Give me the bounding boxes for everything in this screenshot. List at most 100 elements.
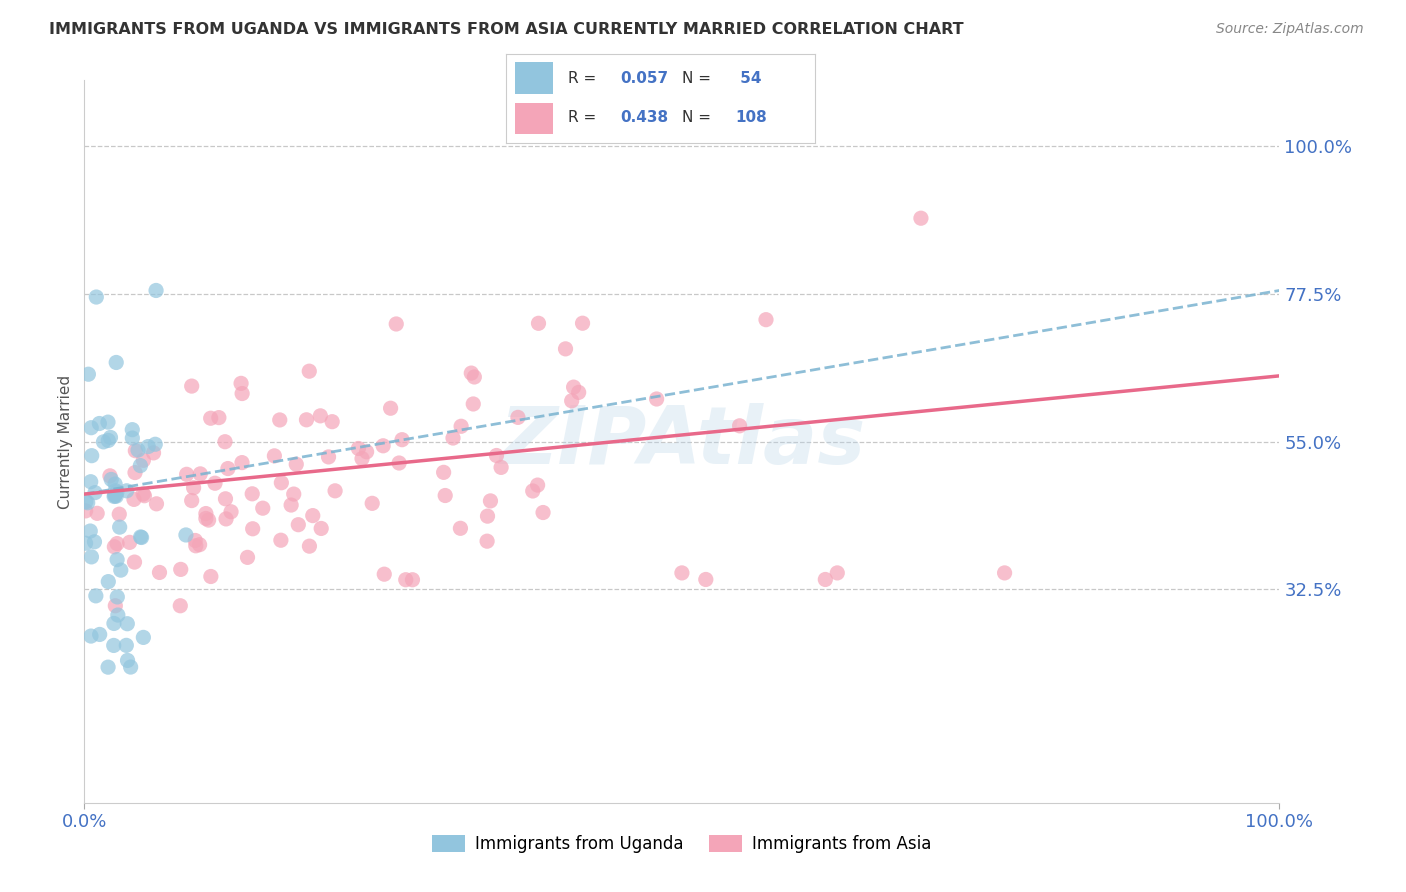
Point xyxy=(270,533,292,548)
Bar xyxy=(516,62,553,94)
Point xyxy=(132,631,155,645)
Bar xyxy=(516,103,553,134)
Y-axis label: Currently Married: Currently Married xyxy=(58,375,73,508)
Text: 108: 108 xyxy=(735,111,766,125)
Point xyxy=(252,501,274,516)
Point xyxy=(385,317,408,331)
Point xyxy=(347,442,370,456)
Point xyxy=(298,364,321,378)
Point xyxy=(441,431,464,445)
Point xyxy=(75,494,97,508)
Point xyxy=(127,443,149,458)
Point xyxy=(104,488,127,502)
Point xyxy=(194,507,217,521)
Point xyxy=(373,567,395,582)
Point xyxy=(645,392,668,406)
Point xyxy=(174,528,197,542)
Point xyxy=(463,397,485,411)
Point xyxy=(380,401,402,416)
Point xyxy=(93,434,115,449)
Point xyxy=(388,456,411,470)
Point xyxy=(280,498,302,512)
Point xyxy=(176,467,198,482)
Point xyxy=(309,409,332,423)
Point xyxy=(97,574,120,589)
Point xyxy=(287,517,309,532)
Point xyxy=(103,616,125,631)
Point xyxy=(142,446,165,460)
Point xyxy=(97,660,120,674)
Point xyxy=(263,449,285,463)
Point xyxy=(215,512,238,526)
Point xyxy=(76,496,98,510)
Point xyxy=(104,477,127,491)
Point xyxy=(104,599,127,613)
Point xyxy=(527,316,550,330)
Point xyxy=(197,513,219,527)
Point xyxy=(115,483,138,498)
Point xyxy=(522,483,544,498)
Point xyxy=(475,534,498,549)
Point xyxy=(373,439,395,453)
Point xyxy=(270,475,292,490)
Point xyxy=(136,440,159,454)
Point xyxy=(323,483,346,498)
Point xyxy=(86,506,108,520)
Text: ZIPAtlas: ZIPAtlas xyxy=(499,402,865,481)
Point xyxy=(208,410,231,425)
Point xyxy=(571,316,593,330)
Point xyxy=(204,476,226,491)
Point xyxy=(115,638,138,652)
Point xyxy=(148,566,170,580)
Point xyxy=(105,536,128,550)
Point xyxy=(755,312,778,326)
Point xyxy=(120,660,142,674)
Point xyxy=(104,483,127,498)
Point xyxy=(77,368,100,382)
Point xyxy=(180,493,202,508)
Point xyxy=(554,342,576,356)
Point xyxy=(827,566,849,580)
Point xyxy=(129,530,152,544)
Point xyxy=(298,539,321,553)
Point xyxy=(84,589,107,603)
Point xyxy=(479,494,502,508)
Point xyxy=(463,370,485,384)
Point xyxy=(728,418,751,433)
Point xyxy=(104,489,127,503)
Point xyxy=(695,573,717,587)
Point xyxy=(117,616,139,631)
Point xyxy=(131,531,153,545)
Text: 54: 54 xyxy=(735,71,762,86)
Point xyxy=(170,562,193,576)
Point xyxy=(84,485,107,500)
Point xyxy=(200,569,222,583)
Point xyxy=(449,521,471,535)
Point xyxy=(124,443,146,458)
Point xyxy=(183,481,205,495)
Text: 0.057: 0.057 xyxy=(620,71,669,86)
Point xyxy=(143,437,166,451)
Point xyxy=(356,444,378,458)
Point xyxy=(97,415,120,429)
Point xyxy=(994,566,1017,580)
Point xyxy=(108,507,131,521)
Point xyxy=(295,413,318,427)
Point xyxy=(391,433,413,447)
Text: 0.438: 0.438 xyxy=(620,111,669,125)
Point xyxy=(485,449,508,463)
Point xyxy=(301,508,323,523)
Point xyxy=(321,415,343,429)
Text: N =: N = xyxy=(682,71,716,86)
Point xyxy=(562,380,585,394)
Point xyxy=(108,520,131,534)
Point xyxy=(83,534,105,549)
Point xyxy=(103,540,125,554)
Point xyxy=(214,491,236,506)
Point xyxy=(105,355,128,369)
Point xyxy=(477,509,499,524)
Point xyxy=(910,211,932,226)
Point xyxy=(132,453,155,467)
Point xyxy=(506,410,529,425)
Point xyxy=(169,599,191,613)
